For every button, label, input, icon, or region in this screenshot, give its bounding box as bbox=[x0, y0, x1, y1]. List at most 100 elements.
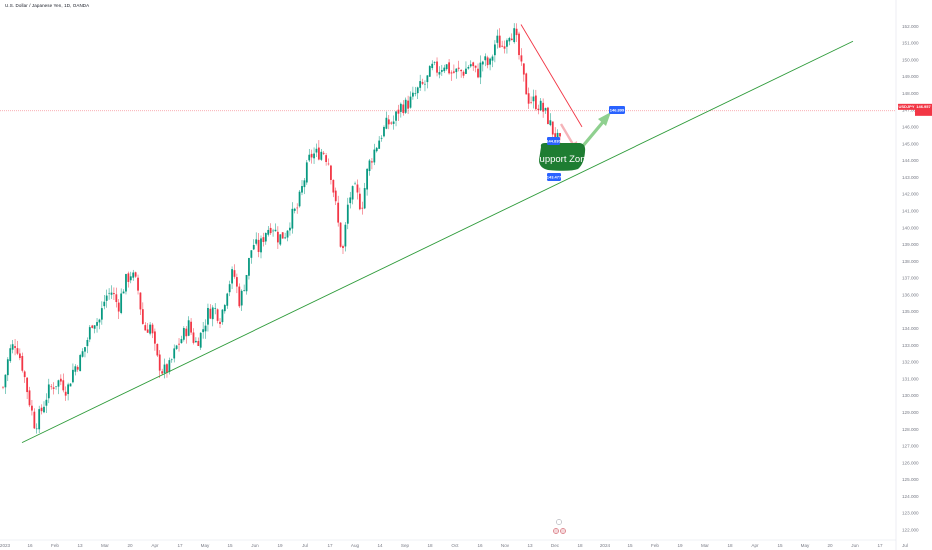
price-tick-label: 122.000 bbox=[902, 528, 919, 533]
candle bbox=[100, 301, 103, 325]
candle bbox=[493, 40, 496, 63]
candle-body bbox=[67, 384, 70, 395]
candle bbox=[445, 64, 448, 71]
candle-body bbox=[498, 35, 501, 48]
candle bbox=[2, 386, 4, 390]
candle bbox=[248, 257, 250, 280]
time-tick-label: Jun bbox=[251, 543, 259, 548]
candle-body bbox=[221, 309, 224, 323]
candle bbox=[233, 264, 236, 279]
candle-body bbox=[154, 331, 156, 344]
candle-body bbox=[361, 207, 364, 209]
candle bbox=[349, 191, 352, 209]
candle bbox=[293, 207, 296, 214]
candle bbox=[113, 287, 115, 300]
candle bbox=[332, 179, 335, 198]
candle bbox=[289, 222, 291, 236]
price-tick-label: 136.000 bbox=[902, 292, 919, 297]
candle bbox=[467, 65, 470, 70]
candle-body bbox=[344, 224, 347, 247]
candle bbox=[190, 318, 192, 335]
candle-body bbox=[151, 324, 154, 334]
time-tick-label: Apr bbox=[751, 543, 759, 548]
candle bbox=[264, 232, 267, 245]
candle bbox=[481, 60, 484, 72]
price-tick-label: 151.000 bbox=[902, 41, 919, 46]
candle-body bbox=[453, 71, 455, 73]
candle bbox=[202, 321, 205, 339]
candle-body bbox=[173, 348, 176, 359]
current-price-value-bg bbox=[915, 103, 932, 116]
time-tick-label: Sep bbox=[401, 543, 410, 548]
candle-body bbox=[235, 277, 238, 287]
candle bbox=[518, 31, 520, 60]
candle bbox=[33, 408, 36, 430]
candle bbox=[383, 125, 385, 138]
candle bbox=[506, 38, 508, 54]
candle-body bbox=[223, 305, 226, 312]
candle bbox=[354, 181, 356, 185]
candle-body bbox=[457, 67, 460, 69]
price-tick-label: 130.000 bbox=[902, 393, 919, 398]
price-tick-label: 124.000 bbox=[902, 494, 919, 499]
candle-body bbox=[16, 348, 19, 354]
candle bbox=[257, 233, 260, 258]
candle-body bbox=[144, 325, 147, 331]
candle-body bbox=[211, 307, 214, 320]
candle bbox=[421, 78, 424, 86]
candle bbox=[18, 348, 21, 361]
candle-body bbox=[339, 222, 342, 247]
time-tick-label: 13 bbox=[77, 543, 83, 548]
candle-body bbox=[549, 120, 552, 126]
candle bbox=[544, 107, 547, 114]
lower-level-badge: 143.477 bbox=[547, 173, 562, 181]
candle-body bbox=[79, 355, 82, 372]
candle-body bbox=[445, 64, 448, 70]
candle-body bbox=[21, 355, 24, 371]
candle-body bbox=[2, 386, 4, 388]
candle-body bbox=[460, 69, 463, 72]
candle bbox=[537, 104, 540, 115]
candle-body bbox=[424, 83, 426, 85]
candle bbox=[380, 135, 383, 142]
candle bbox=[267, 226, 270, 237]
candle-body bbox=[108, 292, 110, 294]
candle bbox=[262, 232, 265, 247]
candle bbox=[26, 377, 29, 400]
candle-body bbox=[518, 33, 520, 56]
candle bbox=[161, 368, 164, 375]
candle-body bbox=[88, 327, 91, 340]
candle-body bbox=[199, 332, 202, 348]
candle-body bbox=[544, 108, 547, 111]
candle bbox=[28, 386, 31, 408]
time-tick-label: 16 bbox=[27, 543, 33, 548]
candle-body bbox=[440, 70, 443, 72]
time-tick-label: 15 bbox=[227, 543, 233, 548]
candle-body bbox=[276, 231, 279, 243]
candle-body bbox=[508, 37, 511, 42]
candle-body bbox=[158, 354, 161, 371]
candle bbox=[132, 269, 135, 281]
upper-level-badge-text: 144.830 bbox=[546, 138, 561, 143]
candle-body bbox=[392, 121, 395, 124]
time-tick-label: 19 bbox=[677, 543, 683, 548]
price-tick-label: 150.000 bbox=[902, 57, 919, 62]
candle bbox=[47, 378, 50, 404]
candle bbox=[344, 222, 347, 252]
candle bbox=[443, 64, 446, 74]
candle bbox=[16, 340, 19, 356]
candle bbox=[14, 339, 16, 356]
candle bbox=[137, 274, 139, 295]
candle-body bbox=[520, 55, 523, 62]
candle-body bbox=[383, 126, 385, 137]
candle bbox=[105, 289, 108, 308]
candle-body bbox=[368, 160, 371, 172]
candle-body bbox=[57, 380, 60, 387]
candle bbox=[156, 343, 159, 358]
candle bbox=[178, 338, 180, 352]
candle bbox=[211, 305, 214, 327]
time-tick-label: 18 bbox=[577, 543, 583, 548]
candle-body bbox=[28, 390, 31, 406]
